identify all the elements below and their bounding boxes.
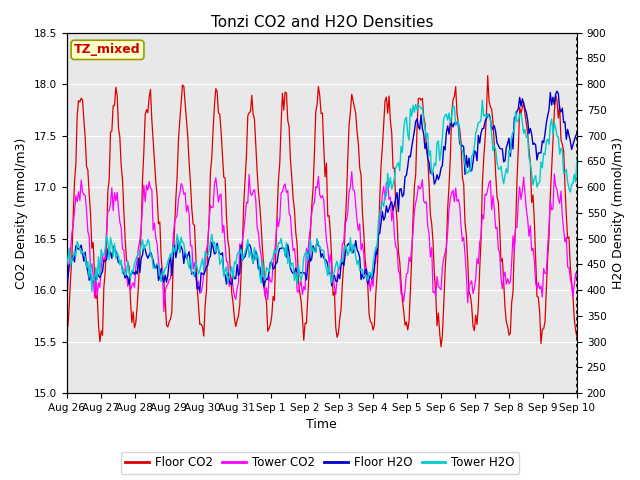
Legend: Floor CO2, Tower CO2, Floor H2O, Tower H2O: Floor CO2, Tower CO2, Floor H2O, Tower H… bbox=[120, 452, 520, 474]
X-axis label: Time: Time bbox=[307, 419, 337, 432]
Y-axis label: H2O Density (mmol/m3): H2O Density (mmol/m3) bbox=[612, 137, 625, 289]
Text: TZ_mixed: TZ_mixed bbox=[74, 43, 141, 56]
Title: Tonzi CO2 and H2O Densities: Tonzi CO2 and H2O Densities bbox=[211, 15, 433, 30]
Y-axis label: CO2 Density (mmol/m3): CO2 Density (mmol/m3) bbox=[15, 137, 28, 288]
